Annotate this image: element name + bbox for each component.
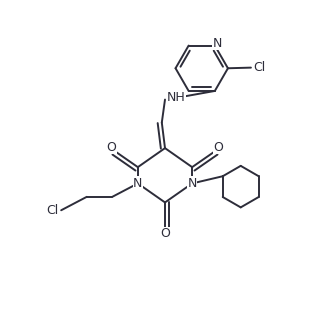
Text: O: O (107, 140, 116, 153)
Text: O: O (214, 140, 223, 153)
Text: Cl: Cl (253, 61, 265, 74)
Text: N: N (187, 177, 197, 190)
Text: O: O (160, 227, 170, 240)
Text: Cl: Cl (46, 204, 58, 217)
Text: NH: NH (167, 91, 185, 104)
Text: N: N (133, 177, 143, 190)
Text: N: N (213, 36, 222, 49)
